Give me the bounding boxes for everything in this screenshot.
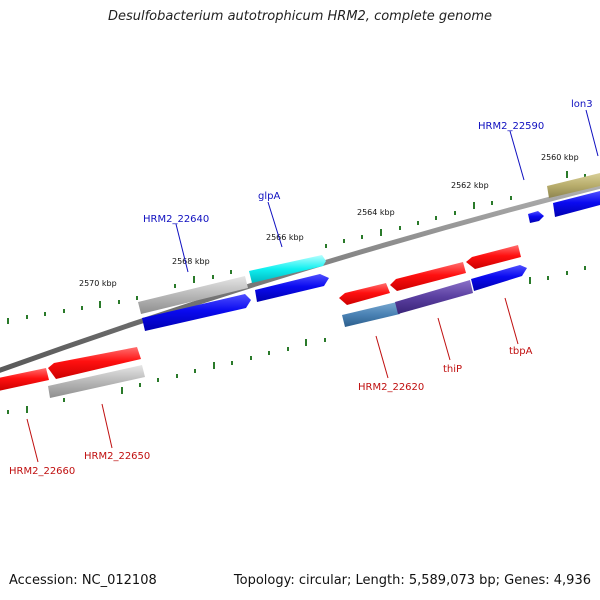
topology-text: Topology: circular; Length: 5,589,073 bp… xyxy=(233,573,591,588)
plus-strand-genes xyxy=(138,173,600,331)
gene-HRM2_22590-feature[interactable] xyxy=(528,211,544,223)
gene-label-HRM2_22590: HRM2_22590 xyxy=(478,121,544,132)
gene-lon3-feature[interactable] xyxy=(553,191,600,217)
gene-HRM2_22620-feature[interactable] xyxy=(342,302,400,327)
kbp-label-2562: 2562 kbp xyxy=(451,181,489,190)
kbp-label-2560: 2560 kbp xyxy=(541,153,579,162)
gene-plus-blue-1[interactable] xyxy=(255,274,329,302)
accession-text: Accession: NC_012108 xyxy=(9,573,157,588)
label-leader-lines xyxy=(26,109,599,463)
gene-glpA-feature[interactable] xyxy=(249,255,326,283)
gene-olive-feature[interactable] xyxy=(547,173,600,198)
gene-plus-blue-3[interactable] xyxy=(471,265,527,291)
gene-label-lon3: lon3 xyxy=(571,99,593,110)
lower-tick-track xyxy=(7,266,586,414)
gene-purple-feature[interactable] xyxy=(395,280,473,314)
kbp-tick-track xyxy=(7,171,586,324)
gene-gray-minus-feature[interactable] xyxy=(48,365,145,398)
minus-strand-genes xyxy=(0,245,521,398)
kbp-label-2568: 2568 kbp xyxy=(172,257,210,266)
kbp-label-2570: 2570 kbp xyxy=(79,279,117,288)
gene-plus-blue-2[interactable] xyxy=(142,294,251,331)
gene-label-HRM2_22640: HRM2_22640 xyxy=(143,214,209,225)
gene-label-HRM2_22660: HRM2_22660 xyxy=(9,466,75,477)
gene-HRM2_22640-feature[interactable] xyxy=(138,276,248,314)
gene-label-tbpA: tbpA xyxy=(509,346,533,357)
map-title: Desulfobacterium autotrophicum HRM2, com… xyxy=(107,9,493,24)
gene-minus-red-1[interactable] xyxy=(339,283,390,305)
gene-thiP-feature[interactable] xyxy=(390,262,466,291)
gene-tbpA-feature[interactable] xyxy=(466,245,521,269)
gene-label-glpA: glpA xyxy=(258,191,280,202)
gene-label-thiP: thiP xyxy=(443,364,462,375)
gene-label-HRM2_22620: HRM2_22620 xyxy=(358,382,424,393)
gene-HRM2_22660-feature[interactable] xyxy=(0,368,49,391)
kbp-label-2566: 2566 kbp xyxy=(266,233,304,242)
gene-HRM2_22650-feature[interactable] xyxy=(48,347,141,379)
gene-label-HRM2_22650: HRM2_22650 xyxy=(84,451,150,462)
kbp-label-2564: 2564 kbp xyxy=(357,208,395,217)
